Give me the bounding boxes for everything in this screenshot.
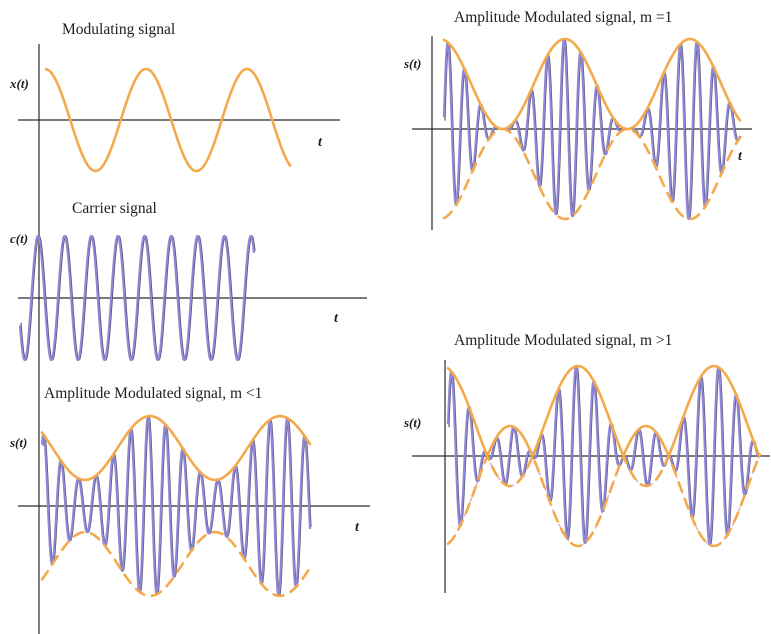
panel-am-m-greater-than-1: Amplitude Modulated signal, m >1 s(t) [403,332,770,593]
t-label-modulating: t [318,135,323,150]
t-label-carrier: t [334,311,339,326]
panel-title-am-equal: Amplitude Modulated signal, m =1 [454,9,672,26]
t-label-am-equal: t [738,149,743,164]
panel-am-m-less-than-1: Amplitude Modulated signal, m <1 s(t) t [9,385,370,596]
panel-title-am-over: Amplitude Modulated signal, m >1 [454,332,672,349]
y-label-x-t: x(t) [9,76,29,91]
y-label-c-t: c(t) [10,231,28,246]
y-label-s-t-equal: s(t) [403,56,421,71]
panel-title-carrier: Carrier signal [72,200,157,217]
panel-modulating-signal: Modulating signal x(t) t [9,21,340,634]
y-label-s-t-under: s(t) [9,435,27,450]
am-over-upper-envelope [448,366,760,456]
t-label-am-under: t [355,520,360,535]
panel-title-am-under: Amplitude Modulated signal, m <1 [44,385,262,402]
panel-carrier-signal: Carrier signal c(t) t [10,200,367,360]
y-label-s-t-over: s(t) [403,415,421,430]
panel-am-m-equal-1: Amplitude Modulated signal, m =1 s(t) t [403,9,752,230]
panel-title-modulating: Modulating signal [62,21,175,38]
